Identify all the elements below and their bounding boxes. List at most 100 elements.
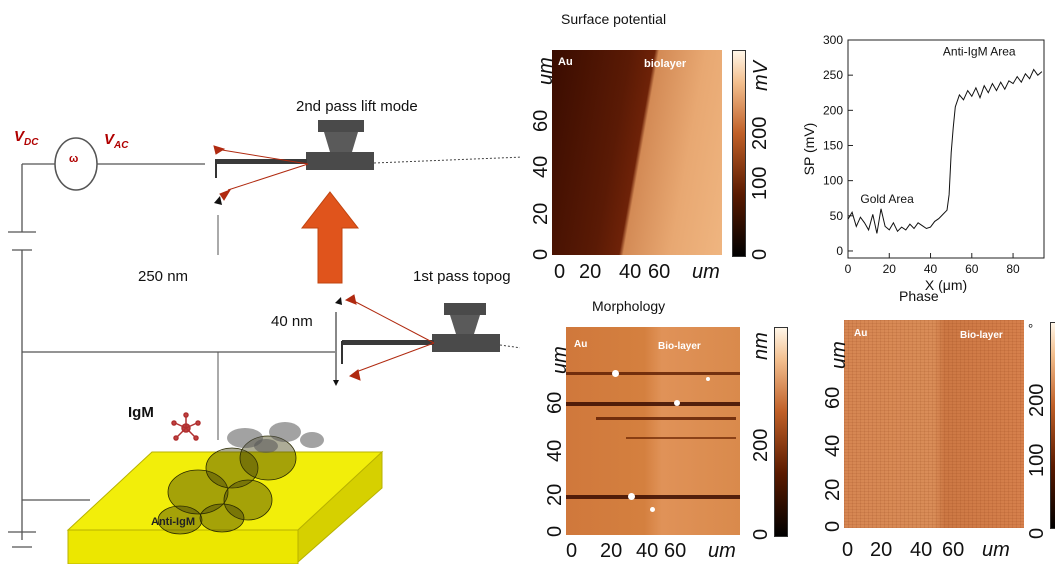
sp-image: Au biolayer [552, 50, 722, 255]
biolayer-blob [199, 503, 245, 533]
circuit-wires [8, 163, 335, 548]
sp-au-tag: Au [558, 56, 573, 68]
morph-scale-unit: nm [750, 332, 772, 360]
y-tick-label: 100 [823, 174, 843, 188]
gold-substrate [66, 450, 384, 564]
lift-height-label: 250 nm [138, 268, 189, 285]
lower-laser-marker-bottom [348, 369, 361, 381]
sp-x-tick: 0 [554, 261, 566, 283]
igm-fab [193, 435, 199, 441]
morph-y-unit: um [549, 346, 571, 374]
phase-scale-unit: ° [1028, 321, 1034, 336]
morph-x-tick: 40 [636, 540, 659, 562]
omega-label: ω [69, 153, 79, 165]
lower-laser-in [351, 299, 435, 344]
antibody-shadow [254, 439, 278, 453]
morph-particle [650, 507, 655, 512]
sp-colorbar [732, 50, 746, 257]
y-tick-label: 150 [823, 138, 843, 152]
biolayer-blob [157, 505, 203, 535]
igm-arm [185, 422, 198, 429]
igm-arm [185, 427, 196, 438]
morph-particle [612, 370, 619, 377]
y-tick-label: 250 [823, 68, 843, 82]
y-tick-label: 300 [823, 33, 843, 47]
morph-colorbar [774, 327, 788, 537]
sp-scale-tick: 100 [749, 166, 771, 200]
morph-streak [566, 495, 740, 499]
x-tick-label: 40 [924, 262, 938, 276]
phase-x-unit: um [982, 539, 1010, 561]
chart-frame [847, 39, 1045, 259]
y-tick-label: 200 [823, 103, 843, 117]
sp-panel: Au biolayer um 0 20 40 60 0 20 40 60 um … [524, 45, 774, 290]
vdc-symbol: V [14, 128, 25, 145]
sp-boundary [552, 50, 722, 255]
upper-connector [373, 156, 520, 164]
sp-y-tick: 20 [530, 202, 552, 225]
tip-height-label: 40 nm [271, 313, 313, 330]
x-tick-label: 0 [845, 262, 852, 276]
phase-scale-tick: 0 [1026, 527, 1048, 539]
upper-holder-top [318, 120, 364, 132]
substrate-front [67, 529, 299, 564]
laser-beam-in [221, 149, 309, 165]
igm-fab [195, 420, 201, 426]
sp-y-tick: 0 [530, 248, 552, 260]
sp-y-tick: 60 [530, 109, 552, 132]
gap-indicator-head [333, 380, 339, 386]
igm-molecule-icon [171, 412, 201, 441]
phase-y-unit: um [828, 341, 850, 369]
phase-x-tick: 0 [842, 539, 854, 561]
sp-scale-unit: mV [750, 61, 772, 91]
sp-chart-plot: 0 50 100 150 200 250 300 0 20 40 60 80 X (μm) SP (mV)… [801, 33, 1045, 293]
morph-y-tick: 0 [544, 525, 566, 537]
lower-holder-neck [450, 315, 480, 334]
phase-au-tag: Au [854, 328, 868, 339]
upper-tip-arrow [214, 196, 222, 205]
laser-beam-out [227, 163, 309, 191]
anti-igm-layer [157, 435, 297, 535]
phase-colorbar [1050, 322, 1055, 529]
sp-scale-tick: 200 [749, 116, 771, 150]
vac-label: VAC [104, 131, 128, 151]
kpfm-schematic [8, 120, 520, 564]
phase-panel-title: Phase [899, 288, 939, 304]
phase-panel: Au Bio-layer um 0 20 40 60 0 20 40 60 um… [818, 317, 1055, 564]
x-tick-label: 60 [965, 262, 979, 276]
ac-source-symbol [54, 137, 98, 191]
morph-panel: Au Bio-layer um 0 20 40 60 0 20 40 60 um… [538, 322, 800, 564]
morph-x-unit: um [708, 540, 736, 562]
sp-x-unit: um [692, 261, 720, 283]
sp-x-tick: 60 [648, 261, 671, 283]
biolayer-blob [205, 447, 259, 489]
sp-panel-title: Surface potential [561, 11, 667, 27]
igm-arm [174, 422, 187, 429]
lower-holder-base [432, 334, 500, 352]
lift-arrow [300, 191, 360, 284]
antibody-shadow [300, 432, 324, 448]
phase-y-tick: 40 [822, 434, 844, 457]
morph-y-tick: 20 [544, 483, 566, 506]
morph-image: Au Bio-layer [566, 327, 740, 535]
biolayer-blob [239, 435, 297, 481]
sp-scale-tick: 0 [749, 248, 771, 260]
igm-arm [176, 427, 187, 438]
phase-x-tick: 60 [942, 539, 965, 561]
sp-biolayer-tag: biolayer [644, 58, 687, 70]
x-axis-label: X (μm) [925, 277, 967, 293]
antibody-shadow [269, 422, 301, 442]
phase-scale-tick: 200 [1026, 383, 1048, 417]
phase-x-tick: 40 [910, 539, 933, 561]
second-pass-label: 2nd pass lift mode [296, 98, 418, 115]
morph-y-tick: 60 [544, 391, 566, 414]
biolayer-blob [223, 479, 273, 521]
lower-connector [499, 344, 520, 349]
morph-x-tick: 0 [566, 540, 578, 562]
lower-laser-out [355, 342, 435, 373]
igm-label: IgM [128, 404, 154, 421]
x-tick-label: 20 [883, 262, 897, 276]
antibody-shadow [227, 428, 263, 448]
morph-au-tag: Au [574, 339, 588, 350]
phase-x-tick: 20 [870, 539, 893, 561]
